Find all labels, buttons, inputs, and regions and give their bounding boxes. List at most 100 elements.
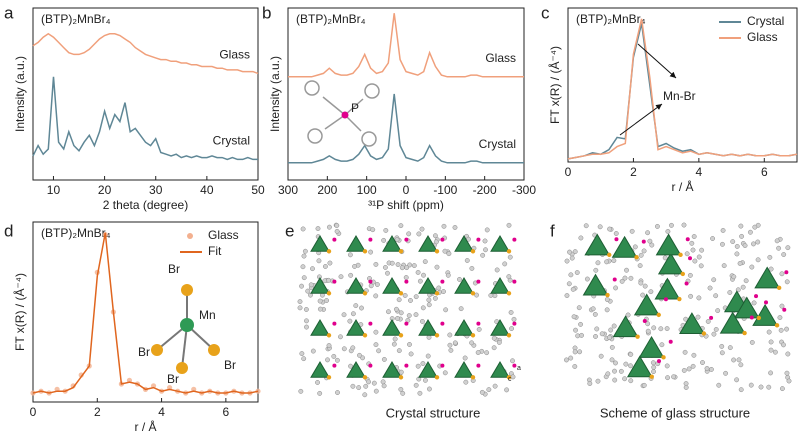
p-atom bbox=[764, 300, 769, 305]
carbon bbox=[422, 259, 428, 265]
p-atom bbox=[440, 363, 445, 368]
carbon bbox=[567, 249, 572, 255]
carbon bbox=[413, 294, 419, 300]
carbon bbox=[482, 238, 488, 244]
tetrahedron bbox=[490, 277, 510, 294]
carbon bbox=[628, 351, 634, 357]
carbon bbox=[502, 261, 508, 267]
carbon bbox=[400, 390, 406, 396]
carbon bbox=[366, 379, 371, 385]
bond bbox=[344, 98, 364, 116]
carbon bbox=[299, 351, 305, 357]
p-atom bbox=[440, 279, 445, 284]
data-line bbox=[32, 76, 258, 161]
carbon bbox=[426, 334, 432, 340]
br-atom bbox=[607, 252, 612, 258]
carbon bbox=[317, 298, 323, 304]
carbon bbox=[564, 293, 570, 299]
carbon bbox=[484, 350, 490, 356]
carbon bbox=[570, 286, 576, 292]
br-atom bbox=[434, 249, 440, 254]
tetrahedron bbox=[633, 293, 660, 316]
atom-br bbox=[151, 344, 163, 356]
carbon bbox=[368, 283, 374, 289]
carbon bbox=[651, 364, 657, 370]
carbon bbox=[326, 343, 332, 348]
carbon bbox=[305, 288, 311, 294]
carbon bbox=[398, 386, 404, 392]
tetrahedron bbox=[310, 277, 330, 294]
carbon bbox=[347, 252, 353, 258]
tetrahedron bbox=[346, 319, 366, 336]
carbon bbox=[392, 336, 398, 342]
carbon bbox=[651, 369, 656, 375]
br-atom bbox=[326, 333, 332, 338]
tetrahedron bbox=[346, 361, 366, 378]
carbon bbox=[669, 222, 674, 228]
carbon bbox=[587, 381, 593, 386]
carbon bbox=[398, 223, 404, 229]
carbon bbox=[308, 282, 314, 288]
carbon bbox=[506, 222, 512, 228]
carbon bbox=[446, 251, 452, 257]
carbon bbox=[317, 390, 323, 396]
carbon bbox=[698, 263, 704, 269]
br-atom bbox=[470, 249, 476, 254]
tetrahedron bbox=[657, 252, 684, 275]
carbon bbox=[419, 318, 425, 324]
x-tick-label: 0 bbox=[30, 405, 37, 419]
br-atom bbox=[678, 252, 683, 258]
carbon bbox=[692, 258, 698, 264]
plot-frame bbox=[32, 221, 259, 403]
tetrahedron bbox=[382, 319, 402, 336]
carbon bbox=[625, 312, 631, 318]
carbon bbox=[593, 267, 599, 273]
carbon bbox=[408, 298, 413, 303]
carbon bbox=[785, 245, 791, 251]
carbon bbox=[469, 265, 475, 271]
carbon bbox=[592, 311, 598, 317]
br-atom bbox=[605, 292, 610, 298]
carbon bbox=[511, 316, 517, 322]
carbon bbox=[721, 263, 727, 269]
carbon bbox=[735, 287, 741, 293]
carbon bbox=[420, 361, 426, 366]
carbon bbox=[593, 333, 598, 339]
carbon bbox=[381, 356, 387, 362]
phenyl bbox=[364, 83, 380, 99]
carbon bbox=[573, 327, 578, 333]
p-atom bbox=[668, 339, 673, 344]
p-atom bbox=[782, 307, 787, 312]
data-line bbox=[32, 232, 259, 394]
carbon bbox=[747, 229, 753, 235]
p-atom bbox=[512, 363, 517, 368]
x-tick-label: 50 bbox=[251, 183, 265, 197]
carbon bbox=[396, 348, 402, 354]
x-tick-label: 0 bbox=[565, 165, 572, 179]
br-atom bbox=[774, 323, 780, 328]
carbon bbox=[734, 251, 740, 257]
carbon bbox=[715, 308, 721, 314]
carbon bbox=[742, 243, 748, 248]
carbon bbox=[576, 305, 582, 311]
carbon bbox=[695, 314, 701, 320]
carbon bbox=[395, 315, 400, 321]
carbon bbox=[696, 254, 702, 260]
x-tick-label: 2 bbox=[94, 405, 101, 419]
carbon bbox=[642, 283, 648, 289]
carbon bbox=[341, 312, 347, 318]
p-atom bbox=[612, 277, 617, 282]
carbon bbox=[584, 276, 590, 282]
carbon bbox=[325, 357, 330, 363]
x-tick-label: 4 bbox=[696, 165, 703, 179]
carbon bbox=[731, 357, 737, 363]
br-atom bbox=[656, 312, 661, 318]
carbon bbox=[302, 248, 308, 254]
carbon bbox=[327, 260, 333, 266]
br-atom bbox=[362, 249, 368, 254]
br-atom bbox=[362, 291, 368, 296]
carbon bbox=[488, 292, 494, 298]
carbon bbox=[338, 334, 343, 340]
p-atom bbox=[368, 237, 373, 242]
series-label: Crystal bbox=[213, 134, 250, 148]
